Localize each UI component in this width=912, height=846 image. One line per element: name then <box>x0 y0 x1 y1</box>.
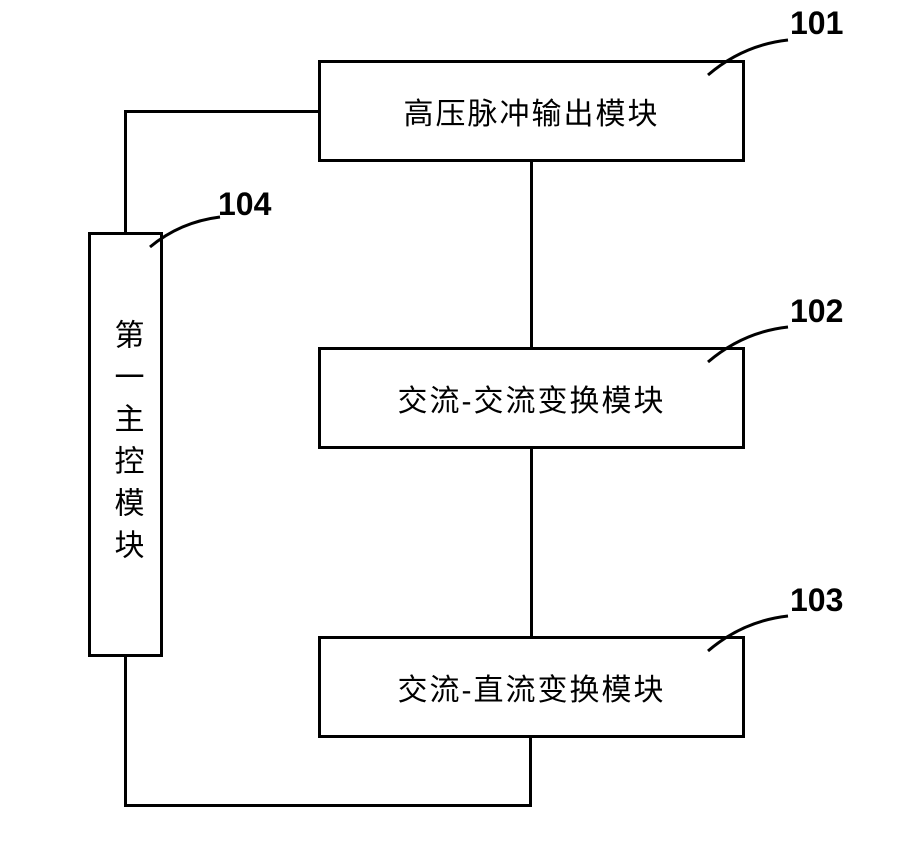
ref-label-104: 104 <box>218 186 271 223</box>
node-104: 第一主控模块 <box>88 232 163 657</box>
node-102-label: 交流-交流变换模块 <box>398 376 666 420</box>
ref-label-102: 102 <box>790 293 843 330</box>
pointer-104 <box>145 212 225 252</box>
edge-104-103-v <box>124 657 127 807</box>
pointer-103 <box>703 611 798 656</box>
pointer-102 <box>703 322 798 367</box>
ref-label-101: 101 <box>790 5 843 42</box>
node-101-label: 高压脉冲输出模块 <box>404 89 660 133</box>
pointer-101 <box>703 35 798 80</box>
edge-104-101-v <box>124 110 127 232</box>
edge-104-103-h <box>124 804 532 807</box>
edge-102-103 <box>530 449 533 636</box>
node-102: 交流-交流变换模块 <box>318 347 745 449</box>
edge-104-101-h <box>124 110 318 113</box>
edge-101-102 <box>530 162 533 347</box>
node-101: 高压脉冲输出模块 <box>318 60 745 162</box>
ref-label-103: 103 <box>790 582 843 619</box>
node-104-label: 第一主控模块 <box>104 319 148 571</box>
node-103-label: 交流-直流变换模块 <box>398 665 666 709</box>
node-103: 交流-直流变换模块 <box>318 636 745 738</box>
edge-104-103-v2 <box>529 738 532 807</box>
